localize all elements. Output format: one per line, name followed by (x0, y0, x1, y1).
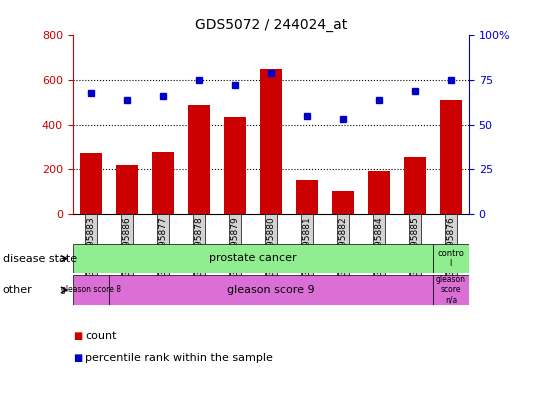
Text: ■: ■ (73, 353, 82, 363)
Bar (188, 105, 210, 214)
Bar (116, 165, 137, 214)
Text: GSM1095877: GSM1095877 (158, 216, 167, 277)
Bar (152, 152, 174, 214)
Text: GSM1095879: GSM1095879 (230, 216, 239, 277)
Text: prostate cancer: prostate cancer (209, 253, 296, 263)
Text: contro
l: contro l (438, 249, 465, 268)
Bar (440, 100, 462, 214)
Text: ■: ■ (73, 331, 82, 341)
Text: GSM1095878: GSM1095878 (195, 216, 203, 277)
Text: gleason
score
n/a: gleason score n/a (436, 275, 466, 305)
Bar (296, 180, 317, 214)
Bar (260, 69, 282, 214)
Text: GSM1095882: GSM1095882 (338, 216, 347, 277)
Bar (109, 275, 433, 305)
Text: disease state: disease state (3, 253, 77, 264)
Bar (433, 244, 469, 273)
Text: gleason score 8: gleason score 8 (61, 285, 121, 294)
Text: GSM1095883: GSM1095883 (86, 216, 95, 277)
Bar (73, 275, 109, 305)
Text: count: count (85, 331, 116, 341)
Text: GSM1095881: GSM1095881 (302, 216, 312, 277)
Text: percentile rank within the sample: percentile rank within the sample (85, 353, 273, 363)
Bar (332, 191, 354, 214)
Text: GSM1095876: GSM1095876 (446, 216, 455, 277)
Bar (404, 157, 426, 214)
Text: GSM1095880: GSM1095880 (266, 216, 275, 277)
Bar (80, 153, 101, 214)
Text: other: other (3, 285, 32, 295)
Text: GSM1095885: GSM1095885 (410, 216, 419, 277)
Text: GSM1095884: GSM1095884 (375, 216, 383, 277)
Bar (368, 171, 390, 214)
Text: gleason score 9: gleason score 9 (227, 285, 315, 295)
Bar (224, 117, 246, 214)
Bar (433, 275, 469, 305)
Title: GDS5072 / 244024_at: GDS5072 / 244024_at (195, 18, 347, 31)
Text: GSM1095886: GSM1095886 (122, 216, 132, 277)
